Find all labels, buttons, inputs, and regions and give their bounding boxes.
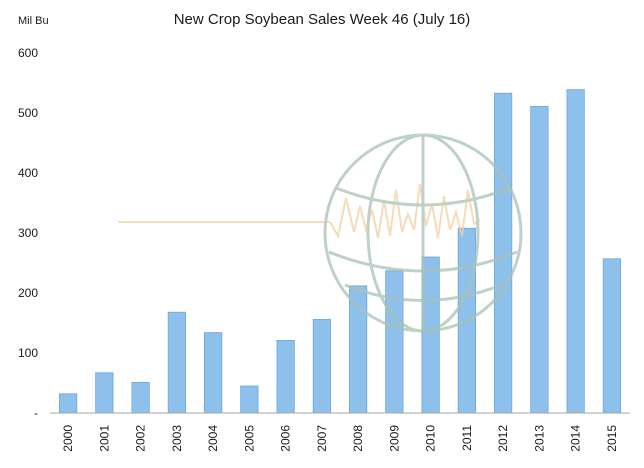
x-tick-label: 2004: [206, 425, 220, 452]
y-axis: - 100 200 300 400 500 600: [18, 46, 38, 420]
x-tick-label: 2015: [605, 425, 619, 452]
globe-parallel-bottom: [344, 283, 502, 302]
y-tick-label: 200: [18, 286, 38, 300]
y-tick-label: -: [34, 406, 38, 420]
bar-2009: [385, 270, 404, 414]
x-tick-label: 2011: [460, 425, 474, 451]
bar-2005: [240, 385, 259, 414]
x-tick-label: 2010: [424, 425, 438, 452]
bar-2015: [602, 258, 621, 414]
bar-2002: [131, 381, 150, 414]
x-tick-label: 2006: [279, 425, 293, 452]
globe-watermark-icon: [118, 133, 523, 333]
bar-2003: [167, 311, 186, 414]
bars-group: [59, 89, 621, 414]
y-tick-label: 500: [18, 106, 38, 120]
x-axis: 2000 2001 2002 2003 2004 2005 2006 2007 2008 2009…: [50, 412, 630, 452]
x-tick-label: 2003: [170, 425, 184, 452]
bar-2006: [276, 339, 295, 414]
bar-2000: [59, 393, 78, 414]
x-tick-label: 2013: [532, 425, 546, 452]
x-tick-label: 2009: [387, 425, 401, 452]
bar-2013: [530, 106, 549, 414]
bar-2012: [494, 92, 513, 414]
x-tick-label: 2000: [61, 425, 75, 452]
y-unit-label: Mil Bu: [18, 15, 49, 27]
x-tick-label: 2014: [569, 425, 583, 452]
y-tick-label: 300: [18, 226, 38, 240]
bar-2004: [204, 332, 223, 414]
globe-parallel-lower: [328, 250, 518, 273]
x-tick-label: 2012: [496, 425, 510, 452]
bar-2010: [421, 256, 440, 414]
bar-2014: [566, 89, 585, 414]
x-tick-label: 2002: [134, 425, 148, 452]
y-tick-label: 600: [18, 46, 38, 60]
x-tick-label: 2005: [242, 425, 256, 452]
chart-title: New Crop Soybean Sales Week 46 (July 16): [174, 11, 471, 28]
y-tick-label: 100: [18, 346, 38, 360]
x-tick-label: 2007: [315, 425, 329, 452]
bar-2001: [95, 372, 114, 414]
bar-2007: [312, 318, 331, 414]
globe-parallel-upper: [335, 186, 511, 207]
x-tick-label: 2008: [351, 425, 365, 452]
x-tick-label: 2001: [97, 425, 111, 452]
watermark-wave: [329, 183, 481, 239]
y-tick-label: 400: [18, 166, 38, 180]
